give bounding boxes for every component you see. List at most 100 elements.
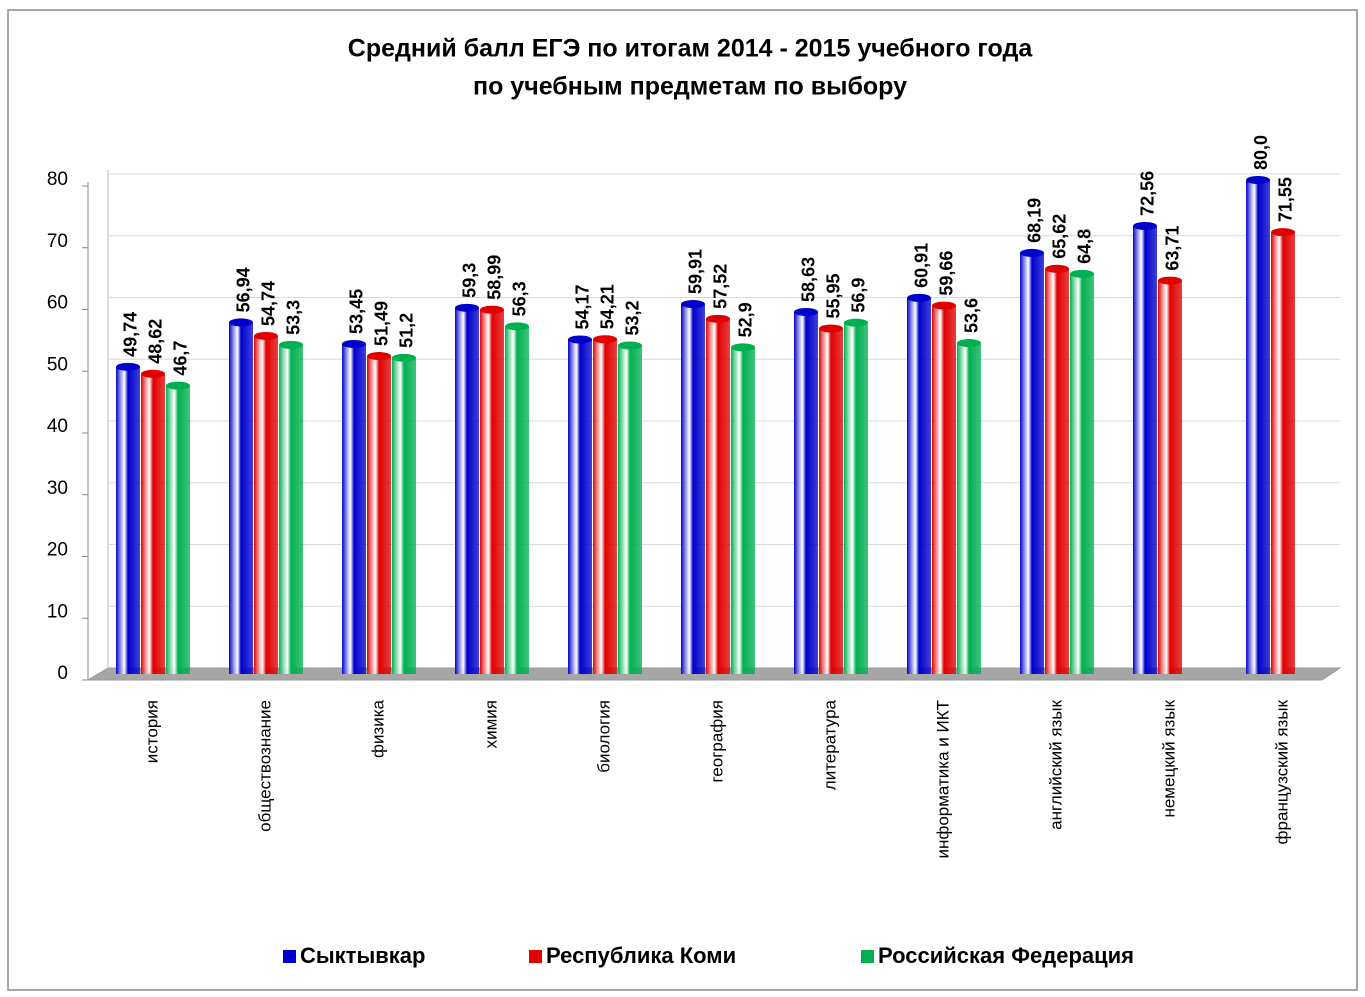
data-label: 54,17	[573, 284, 593, 329]
data-label: 65,62	[1050, 214, 1070, 259]
bar	[844, 322, 868, 674]
bar-top	[819, 324, 843, 333]
bar-top	[706, 314, 730, 323]
data-label: 56,9	[849, 278, 869, 313]
bar-top	[907, 293, 931, 302]
x-tick-label: английский язык	[1046, 699, 1065, 829]
data-label: 71,55	[1276, 177, 1296, 222]
data-label: 53,6	[962, 298, 982, 333]
data-label: 59,3	[460, 263, 480, 298]
data-label: 52,9	[736, 302, 756, 337]
bar-top	[593, 335, 617, 344]
bar	[593, 339, 617, 674]
bar	[166, 385, 190, 674]
data-label: 64,8	[1075, 229, 1095, 264]
bar	[116, 366, 140, 674]
bar-top	[681, 300, 705, 309]
bar	[618, 345, 642, 674]
bar-top	[618, 341, 642, 350]
bar-top	[480, 305, 504, 314]
y-tick-label: 60	[47, 293, 68, 314]
bar	[229, 322, 253, 674]
bar-top	[1246, 176, 1270, 184]
bar	[731, 347, 755, 674]
bar-top	[116, 362, 140, 371]
y-tick-label: 0	[57, 663, 68, 684]
bar	[1045, 268, 1069, 674]
bar-top	[731, 343, 755, 352]
data-label: 55,95	[824, 273, 844, 318]
data-label: 51,2	[397, 313, 417, 348]
y-tick-label: 30	[47, 478, 68, 499]
bar	[794, 311, 818, 674]
data-label: 46,7	[171, 341, 191, 376]
data-label: 48,62	[146, 319, 166, 364]
legend-swatch	[861, 950, 874, 963]
data-label: 58,99	[485, 255, 505, 300]
bar-top	[1020, 248, 1044, 257]
data-label: 63,71	[1163, 226, 1183, 271]
bar-top	[342, 339, 366, 348]
legend-label: Сыктывкар	[300, 943, 425, 968]
data-label: 53,2	[623, 300, 643, 335]
bar	[342, 343, 366, 674]
bar	[706, 318, 730, 674]
y-tick-label: 80	[47, 169, 68, 190]
bar	[907, 297, 931, 674]
bar	[681, 304, 705, 674]
bar	[141, 373, 165, 674]
bar-top	[844, 318, 868, 327]
x-tick-label: литература	[820, 699, 839, 790]
bar-top	[367, 352, 391, 361]
x-tick-label: география	[707, 700, 726, 783]
bar	[254, 335, 278, 674]
x-tick-label: информатика и ИКТ	[933, 700, 952, 859]
bar	[455, 307, 479, 674]
data-label: 68,19	[1025, 198, 1045, 243]
bar-top	[392, 353, 416, 362]
legend-label: Российская Федерация	[878, 943, 1134, 968]
data-label: 56,94	[234, 267, 254, 312]
data-label: 51,49	[372, 301, 392, 346]
y-tick-label: 10	[47, 601, 68, 622]
bar	[932, 305, 956, 674]
bar-top	[229, 318, 253, 327]
bar-top	[794, 307, 818, 316]
x-tick-label: немецкий язык	[1159, 699, 1178, 817]
bar	[367, 356, 391, 674]
data-label: 54,21	[598, 284, 618, 329]
data-label: 60,91	[912, 243, 932, 288]
data-label: 57,52	[711, 264, 731, 309]
legend-label: Республика Коми	[546, 943, 736, 968]
bar-top	[1158, 276, 1182, 285]
bar-top	[166, 381, 190, 390]
bar-top	[568, 335, 592, 344]
data-label: 49,74	[121, 312, 141, 357]
x-tick-label: химия	[481, 700, 500, 748]
data-label: 80,0	[1251, 135, 1271, 170]
bar-top	[254, 331, 278, 340]
bar-top	[505, 322, 529, 331]
data-label: 59,91	[686, 249, 706, 294]
bar-top	[1133, 221, 1157, 230]
bar-top	[455, 303, 479, 312]
bar-top	[957, 339, 981, 348]
bar	[1070, 273, 1094, 674]
data-label: 53,45	[347, 289, 367, 334]
bar-top	[141, 369, 165, 378]
x-tick-label: обществознание	[255, 700, 274, 832]
bar	[1133, 225, 1157, 674]
y-tick-label: 40	[47, 416, 68, 437]
data-label: 56,3	[510, 281, 530, 316]
bar-top	[1271, 228, 1295, 237]
bar	[505, 326, 529, 674]
bar-top	[932, 301, 956, 310]
data-label: 54,74	[259, 281, 279, 326]
data-label: 53,3	[284, 300, 304, 335]
legend-swatch	[529, 950, 542, 963]
bar	[1158, 280, 1182, 674]
bar-top	[279, 340, 303, 349]
y-tick-label: 70	[47, 231, 68, 252]
x-tick-label: физика	[368, 699, 387, 758]
